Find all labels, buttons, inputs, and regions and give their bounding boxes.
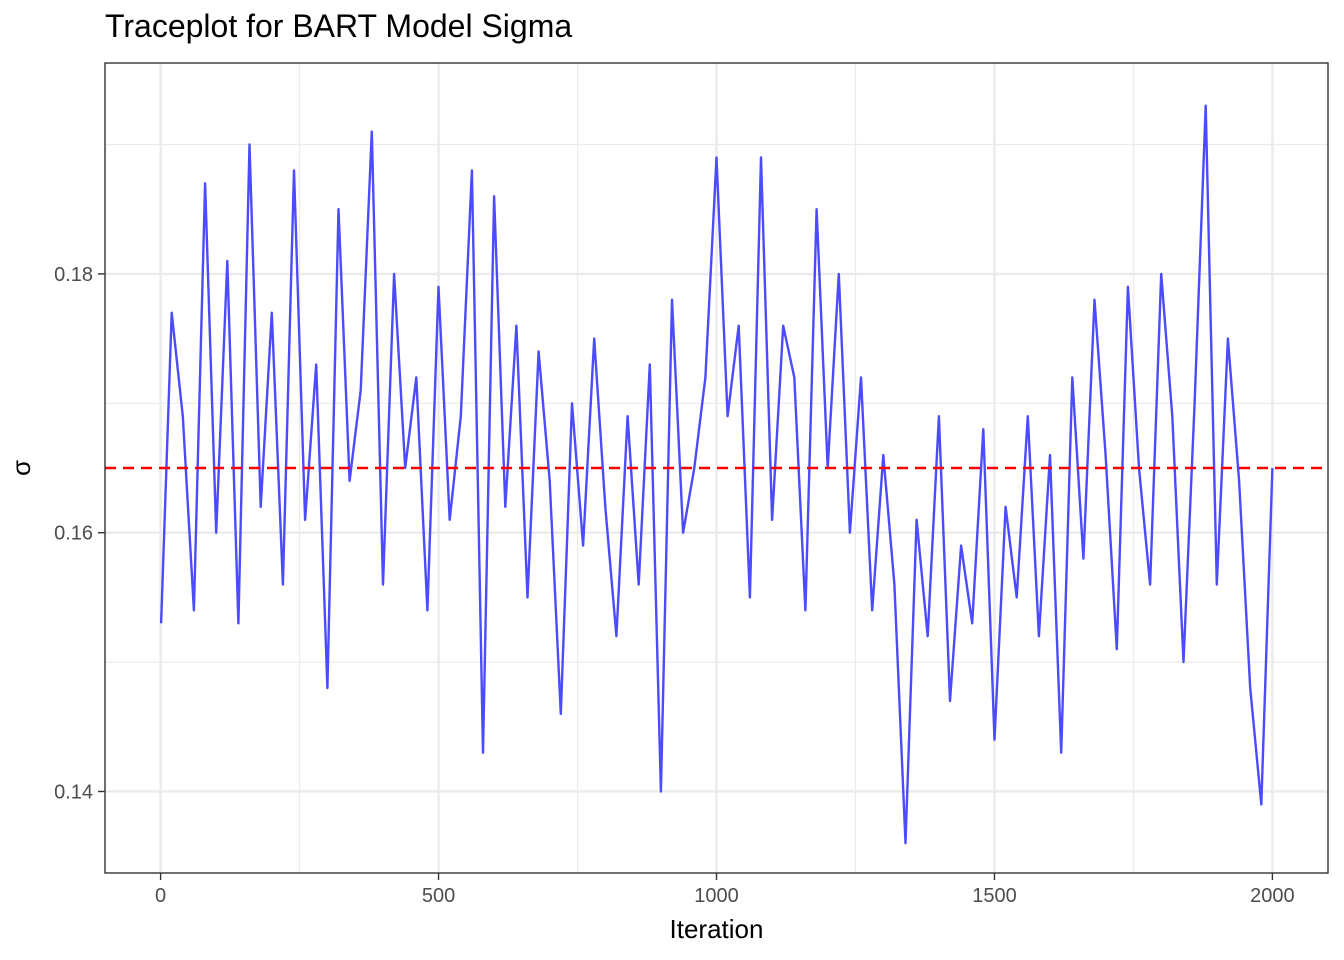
x-tick-label: 1000 [694,885,739,907]
y-tick-label: 0.18 [54,264,93,286]
x-tick-label: 1500 [972,885,1017,907]
chart-title: Traceplot for BART Model Sigma [105,8,573,44]
x-axis-title: Iteration [670,914,764,944]
sigma-trace-line [159,104,1274,845]
y-tick-label: 0.14 [54,781,93,803]
x-axis: 0 500 1000 1500 2000 [155,873,1295,907]
y-tick-label: 0.16 [54,523,93,545]
x-tick-label: 500 [422,885,455,907]
x-tick-label: 2000 [1250,885,1295,907]
y-axis: 0.14 0.16 0.18 [54,264,105,803]
series-layer [159,104,1274,845]
x-tick-label: 0 [155,885,166,907]
y-axis-title: σ [6,460,36,476]
